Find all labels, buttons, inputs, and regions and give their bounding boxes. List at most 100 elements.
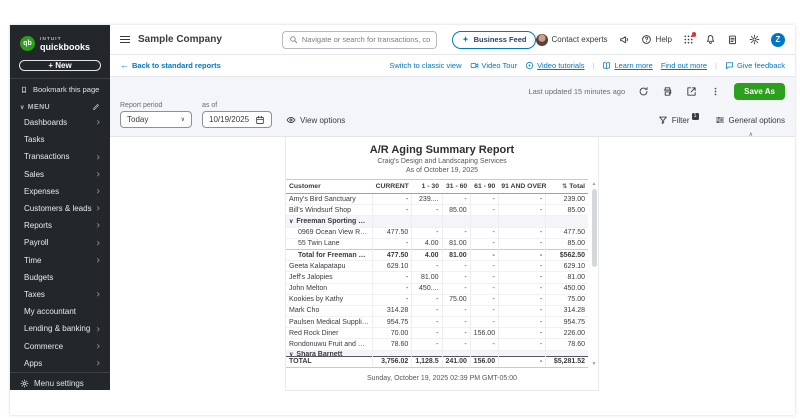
amount-cell[interactable]: 156.00 (470, 356, 498, 367)
sidebar-item-lending-banking[interactable]: Lending & banking (10, 320, 110, 337)
edit-menu-pencil-icon[interactable] (92, 103, 100, 111)
amount-cell[interactable]: $5,281.52 (546, 356, 588, 367)
link-find-out-more[interactable]: Find out more (661, 61, 707, 70)
search-input[interactable] (302, 35, 430, 44)
export-icon[interactable] (686, 86, 697, 97)
sidebar-item-transactions[interactable]: Transactions (10, 148, 110, 165)
amount-cell[interactable]: 156.00 (470, 328, 498, 339)
sidebar-item-customers-leads[interactable]: Customers & leads (10, 200, 110, 217)
bookmark-this-page[interactable]: Bookmark this page (10, 78, 110, 98)
general-options-button[interactable]: General options (715, 115, 785, 125)
apps-grid-button[interactable] (683, 34, 694, 45)
user-avatar[interactable]: Z (771, 33, 785, 47)
amount-cell[interactable]: 78.60 (373, 339, 412, 350)
amount-cell[interactable]: 81.00 (412, 272, 442, 283)
sidebar-item-payroll[interactable]: Payroll (10, 234, 110, 251)
back-to-standard-reports-link[interactable]: ← Back to standard reports (120, 61, 221, 70)
megaphone-icon[interactable] (619, 34, 630, 45)
link-give-feedback[interactable]: Give feedback (725, 61, 785, 70)
chevron-down-icon[interactable]: ∨ (289, 219, 293, 225)
view-options-button[interactable]: View options (286, 115, 345, 128)
amount-cell[interactable]: 314.28 (373, 305, 412, 316)
col-header-31-60[interactable]: 31 - 60 (442, 180, 470, 194)
amount-cell[interactable]: 450.00 (546, 283, 588, 294)
amount-cell[interactable]: 241.00 (442, 356, 470, 367)
menu-settings-button[interactable]: Menu settings (10, 372, 110, 394)
as-of-date-input[interactable]: 10/19/2025 (202, 111, 272, 128)
contact-experts-button[interactable]: Contact experts (536, 34, 608, 46)
company-name[interactable]: Sample Company (138, 34, 222, 45)
link-switch-to-classic-view[interactable]: Switch to classic view (389, 61, 461, 70)
new-button[interactable]: + New (19, 60, 101, 71)
scroll-up-icon[interactable]: ▲ (592, 181, 597, 187)
col-header-customer[interactable]: Customer (286, 180, 373, 194)
amount-cell[interactable]: 81.00 (442, 249, 470, 260)
amount-cell[interactable]: 239.... (412, 194, 442, 205)
amount-cell[interactable]: 954.75 (373, 317, 412, 328)
sidebar-item-expenses[interactable]: Expenses (10, 183, 110, 200)
help-button[interactable]: Help (641, 34, 672, 45)
col-header-total[interactable]: ⇅Total (546, 180, 588, 194)
amount-cell[interactable]: 629.10 (546, 261, 588, 272)
amount-cell[interactable]: 239.00 (546, 194, 588, 205)
link-learn-more[interactable]: Learn more (602, 61, 652, 70)
amount-cell[interactable]: 85.00 (442, 205, 470, 216)
sidebar-item-commerce[interactable]: Commerce (10, 337, 110, 354)
sidebar-item-reports[interactable]: Reports (10, 217, 110, 234)
amount-cell[interactable]: 314.28 (546, 305, 588, 316)
link-video-tour[interactable]: Video Tour (470, 61, 518, 70)
scrollbar-thumb[interactable] (592, 189, 597, 267)
amount-cell[interactable]: 81.00 (442, 238, 470, 249)
report-period-select[interactable]: Today ∨ (120, 111, 192, 128)
sidebar-item-dashboards[interactable]: Dashboards (10, 114, 110, 131)
sidebar-item-budgets[interactable]: Budgets (10, 269, 110, 286)
menu-header[interactable]: ∨ MENU (10, 98, 110, 114)
sidebar-item-apps[interactable]: Apps (10, 355, 110, 372)
bell-icon[interactable] (705, 34, 716, 45)
amount-cell[interactable]: 226.00 (546, 328, 588, 339)
link-video-tutorials[interactable]: Video tutorials (525, 61, 584, 70)
customer-cell[interactable]: ∨Freeman Sporting Goods (286, 216, 373, 227)
amount-cell[interactable]: 1,128.5 (412, 356, 442, 367)
amount-cell[interactable]: 81.00 (546, 272, 588, 283)
amount-cell[interactable]: $562.50 (546, 249, 588, 260)
amount-cell[interactable]: 78.60 (546, 339, 588, 350)
filter-button[interactable]: Filter 1 (658, 115, 699, 125)
amount-cell[interactable]: 954.75 (546, 317, 588, 328)
hamburger-icon[interactable] (120, 36, 130, 44)
amount-cell[interactable]: 450.... (412, 283, 442, 294)
amount-cell[interactable]: 85.00 (546, 205, 588, 216)
col-header-91-and-over[interactable]: 91 AND OVER (498, 180, 545, 194)
calendar-icon[interactable] (255, 115, 265, 125)
sidebar-item-time[interactable]: Time (10, 252, 110, 269)
amount-cell[interactable]: 629.10 (373, 261, 412, 272)
amount-cell[interactable]: 3,756.02 (373, 356, 412, 367)
amount-cell[interactable]: 85.00 (546, 238, 588, 249)
chevron-down-icon[interactable]: ∨ (289, 352, 293, 356)
col-header-1-30[interactable]: 1 - 30 (412, 180, 442, 194)
business-feed-button[interactable]: Business Feed (452, 31, 536, 49)
col-header-61-90[interactable]: 61 - 90 (470, 180, 498, 194)
kebab-menu-icon[interactable] (710, 86, 721, 97)
global-search[interactable] (282, 31, 437, 49)
amount-cell[interactable]: 70.00 (373, 328, 412, 339)
amount-cell[interactable]: 75.00 (442, 294, 470, 305)
col-header-current[interactable]: CURRENT (373, 180, 412, 194)
sidebar-item-taxes[interactable]: Taxes (10, 286, 110, 303)
refresh-icon[interactable] (638, 86, 649, 97)
gear-icon[interactable] (749, 34, 760, 45)
amount-cell[interactable]: 477.50 (373, 227, 412, 238)
sidebar-item-sales[interactable]: Sales (10, 166, 110, 183)
amount-cell[interactable]: 75.00 (546, 294, 588, 305)
amount-cell[interactable]: 4.00 (412, 238, 442, 249)
scroll-down-icon[interactable]: ▼ (592, 361, 597, 367)
clipboard-icon[interactable] (727, 34, 738, 45)
printer-icon[interactable] (662, 86, 673, 97)
sidebar-item-tasks[interactable]: Tasks (10, 131, 110, 148)
save-as-button[interactable]: Save As (734, 83, 785, 100)
quickbooks-logo[interactable]: qb INTUIT quickbooks (10, 25, 110, 58)
amount-cell[interactable]: 477.50 (546, 227, 588, 238)
table-scrollbar[interactable]: ▲ ▼ (590, 181, 598, 367)
sidebar-item-my-accountant[interactable]: My accountant (10, 303, 110, 320)
amount-cell[interactable]: 4.00 (412, 249, 442, 260)
